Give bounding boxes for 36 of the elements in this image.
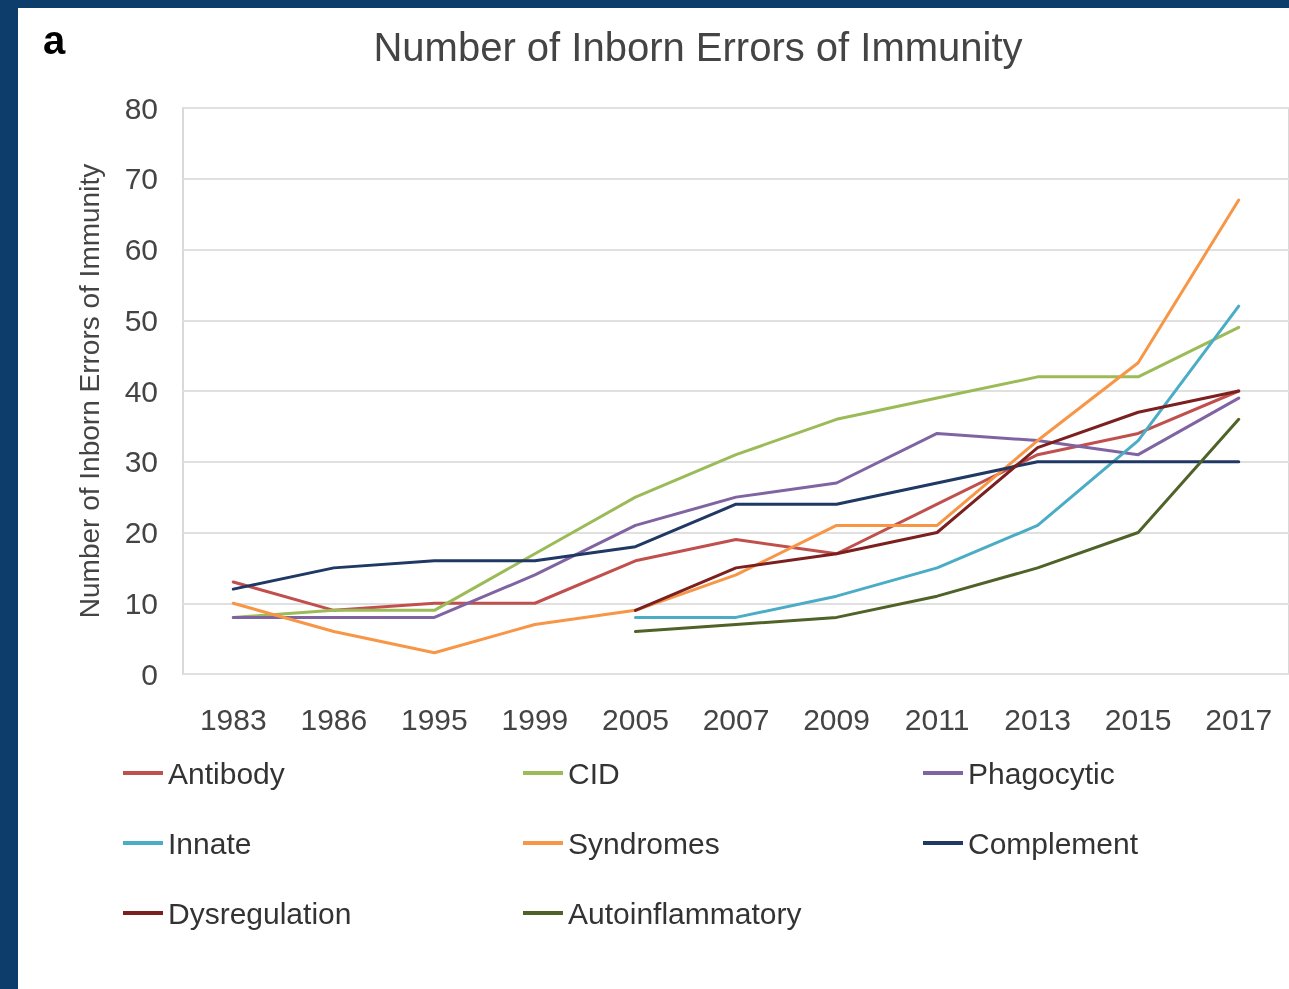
x-tick-label: 2007 (702, 702, 770, 736)
y-tick-label: 20 (124, 516, 158, 549)
text: a (43, 18, 66, 62)
legend-label: CID (568, 756, 620, 790)
y-tick-label: 60 (124, 233, 158, 266)
line-series (633, 304, 1241, 619)
x-tick-label: 1995 (400, 702, 468, 736)
x-tick-label: 2015 (1104, 702, 1172, 736)
line-series (633, 417, 1241, 634)
legend-label: Phagocytic (968, 756, 1115, 790)
legend-label: Innate (168, 826, 252, 860)
y-tick-label: 80 (124, 91, 158, 125)
x-tick-label: 1983 (199, 702, 267, 736)
y-tick-label: 10 (124, 586, 158, 620)
y-tick-label: 40 (124, 374, 158, 408)
y-axis-title: Number of Inborn Errors of Immunity (73, 163, 105, 619)
chart-title: Number of Inborn Errors of Immunity (373, 25, 1023, 69)
legend-label: Syndromes (568, 826, 720, 860)
y-tick-label: 50 (124, 303, 158, 337)
x-tick-label: 2017 (1205, 702, 1273, 736)
x-tick-label: 1986 (300, 702, 368, 736)
x-tick-label: 2009 (803, 702, 870, 736)
y-tick-label: 0 (141, 657, 158, 691)
legend-label: Autoinflammatory (568, 896, 802, 930)
y-tick-label: 70 (124, 162, 158, 196)
legend-label: Complement (968, 826, 1139, 860)
legend-label: Antibody (168, 756, 285, 790)
x-tick-label: 1999 (501, 702, 569, 736)
x-tick-label: 2013 (1004, 702, 1072, 736)
line-series (231, 460, 1241, 591)
line-series (231, 198, 1241, 655)
x-tick-label: 2011 (904, 702, 970, 736)
y-tick-label: 30 (124, 445, 158, 479)
x-tick-label: 2005 (602, 702, 669, 736)
line-series (633, 389, 1241, 612)
legend-label: Dysregulation (168, 896, 352, 930)
